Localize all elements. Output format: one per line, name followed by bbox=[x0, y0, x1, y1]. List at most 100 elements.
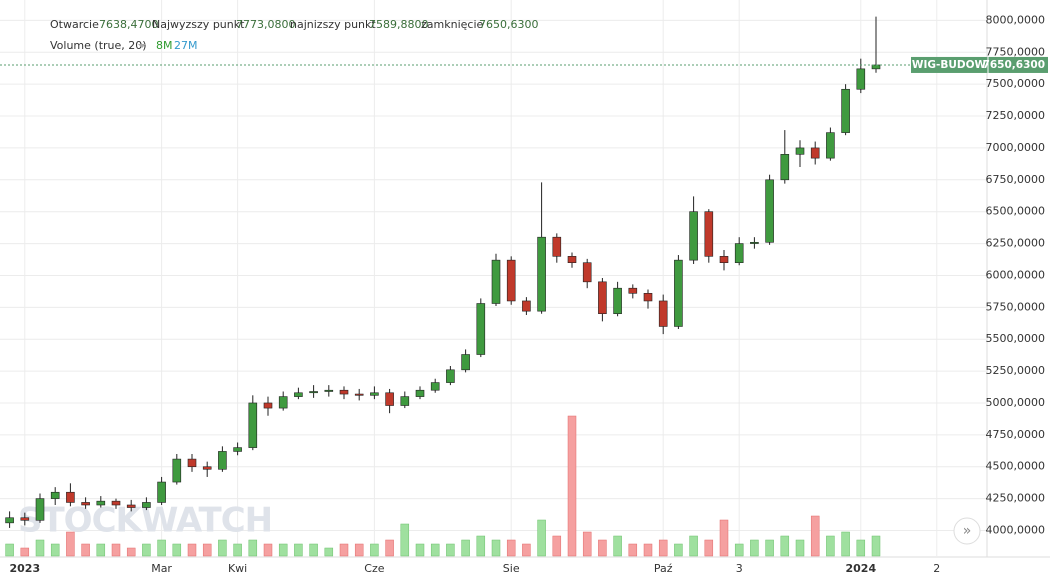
candle-body bbox=[856, 68, 866, 90]
candle-body bbox=[598, 281, 607, 315]
volume-bar bbox=[430, 543, 440, 557]
candle-body bbox=[218, 451, 227, 470]
x-tick-label: Sie bbox=[503, 562, 520, 575]
candle-body bbox=[658, 300, 668, 327]
candle-body bbox=[567, 256, 577, 263]
volume-bar bbox=[263, 543, 273, 557]
volume-bar bbox=[339, 543, 349, 557]
volume-bar bbox=[537, 519, 546, 557]
x-tick-label: 3 bbox=[736, 562, 743, 575]
scroll-button[interactable]: » bbox=[953, 517, 981, 545]
volume-bar bbox=[324, 547, 334, 557]
volume-bar bbox=[522, 543, 531, 557]
volume-bar bbox=[552, 535, 562, 557]
volume-bar bbox=[765, 539, 774, 557]
volume-bar bbox=[309, 543, 318, 557]
volume-title: Volume (true, 20) bbox=[50, 39, 147, 52]
candle-body bbox=[20, 517, 30, 521]
volume-bar bbox=[187, 543, 197, 557]
candle-body bbox=[461, 354, 470, 371]
candle-body bbox=[142, 502, 151, 508]
y-tick-label: 4750,0000 bbox=[986, 428, 1046, 441]
candle-body bbox=[704, 211, 714, 257]
volume-bar bbox=[446, 543, 455, 557]
candle-body bbox=[126, 504, 136, 508]
candle-body bbox=[385, 392, 394, 406]
candle-body bbox=[81, 502, 90, 506]
candle-body bbox=[324, 389, 334, 392]
x-tick-label: Paź bbox=[654, 562, 673, 575]
y-tick-label: 6000,0000 bbox=[986, 268, 1046, 281]
volume-bar bbox=[704, 539, 714, 557]
candle-body bbox=[491, 259, 501, 304]
volume-bar bbox=[385, 539, 394, 557]
candle-body bbox=[476, 303, 486, 355]
candle-body bbox=[263, 402, 273, 409]
price-tag bbox=[911, 56, 1048, 73]
volume-bar bbox=[218, 539, 227, 557]
candle-body bbox=[111, 500, 121, 506]
volume-bar bbox=[233, 543, 242, 557]
volume-value: 8M bbox=[156, 39, 173, 52]
volume-bar bbox=[841, 531, 850, 557]
volume-bar bbox=[157, 539, 166, 557]
ohlc-value: 7650,6300 bbox=[479, 18, 539, 31]
candle-body bbox=[552, 236, 562, 257]
candle-body bbox=[826, 132, 835, 159]
x-tick-label: Kwi bbox=[228, 562, 247, 575]
grid bbox=[0, 0, 987, 556]
x-tick-label: Cze bbox=[364, 562, 384, 575]
price-tag-name: WIG-BUDOW bbox=[912, 59, 987, 71]
ohlc-value: 7638,4700 bbox=[99, 18, 159, 31]
x-tick-label: 2 bbox=[933, 562, 940, 575]
candle-body bbox=[765, 179, 774, 243]
candle-body bbox=[628, 287, 638, 294]
candle-body bbox=[5, 517, 14, 524]
volume-bar bbox=[81, 543, 90, 557]
volume-bar bbox=[415, 543, 425, 557]
volume-bar bbox=[172, 543, 182, 557]
candle-body bbox=[810, 147, 820, 159]
candle-body bbox=[719, 256, 729, 263]
volume-bar bbox=[96, 543, 106, 557]
candle-body bbox=[613, 287, 622, 315]
candle-body bbox=[50, 491, 60, 499]
volume-bar bbox=[750, 539, 759, 557]
volume-bar bbox=[111, 543, 121, 557]
volume-bar bbox=[567, 415, 577, 557]
volume-bar bbox=[795, 539, 805, 557]
volume-bar bbox=[598, 539, 607, 557]
candle-body bbox=[172, 458, 182, 483]
candle-body bbox=[446, 369, 455, 383]
y-tick-label: 7250,0000 bbox=[986, 109, 1046, 122]
volume-bar bbox=[810, 515, 820, 557]
candle-body bbox=[35, 498, 45, 521]
volume-bar bbox=[5, 543, 14, 557]
candle-body bbox=[66, 491, 75, 503]
volume-bar bbox=[491, 539, 501, 557]
candle-body bbox=[582, 262, 592, 283]
ohlc-label: Najwyzszy punkt bbox=[152, 18, 245, 31]
volume-bar bbox=[643, 543, 653, 557]
volume-bar bbox=[719, 519, 729, 557]
candle-body bbox=[643, 293, 653, 302]
volume-bar bbox=[856, 539, 866, 557]
y-tick-label: 6500,0000 bbox=[986, 205, 1046, 218]
volume-bar bbox=[689, 535, 698, 557]
candle-body bbox=[537, 236, 546, 312]
candle-body bbox=[522, 300, 531, 312]
x-tick-label: 2024 bbox=[845, 562, 876, 575]
y-tick-label: 5000,0000 bbox=[986, 396, 1046, 409]
candle-body bbox=[370, 392, 379, 396]
candle-body bbox=[278, 396, 288, 409]
candle-body bbox=[309, 391, 318, 394]
dropdown-icon[interactable] bbox=[138, 44, 146, 48]
candle-body bbox=[689, 211, 698, 261]
volume-bar bbox=[35, 539, 45, 557]
y-tick-label: 6750,0000 bbox=[986, 173, 1046, 186]
y-tick-label: 4000,0000 bbox=[986, 523, 1046, 536]
volume-bar bbox=[354, 543, 364, 557]
y-tick-label: 6250,0000 bbox=[986, 237, 1046, 250]
volume-bar bbox=[613, 535, 622, 557]
